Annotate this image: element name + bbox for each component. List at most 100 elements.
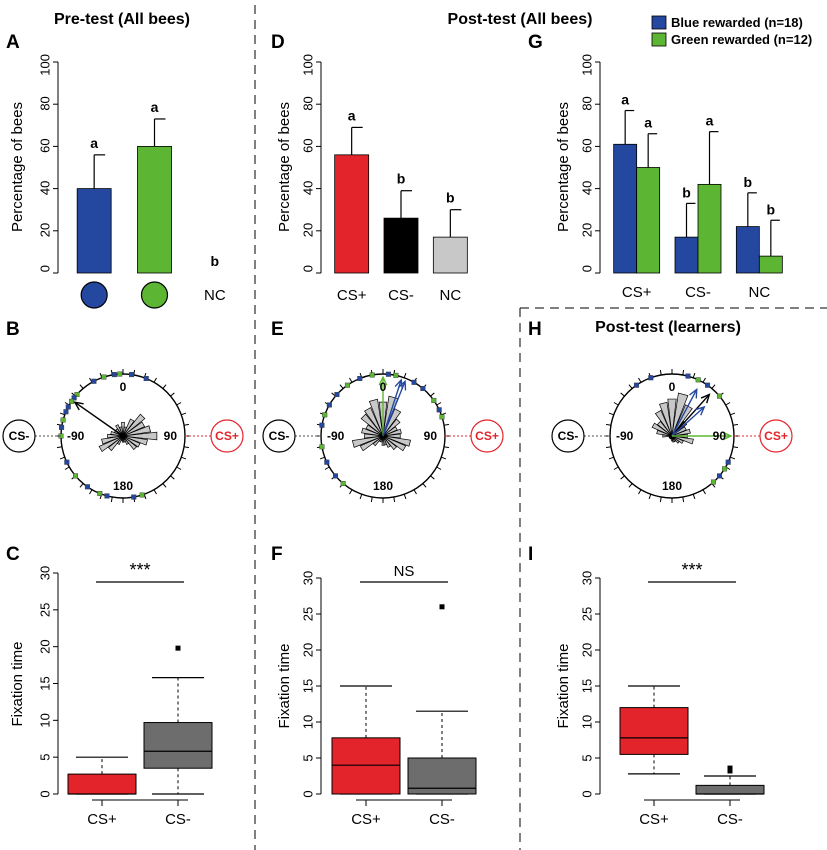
arrowhead-black xyxy=(700,393,711,404)
rose-tick xyxy=(682,496,685,503)
category-label: NC xyxy=(204,287,226,304)
significance-letter: b xyxy=(682,184,691,200)
significance-label: NS xyxy=(394,563,415,580)
y-tick-label: 10 xyxy=(300,715,315,729)
cs-minus-label: CS- xyxy=(558,429,579,443)
rose-tick xyxy=(430,475,435,480)
significance-letter: b xyxy=(211,253,220,269)
angle-label-90: 90 xyxy=(424,429,438,443)
rose-dot-green xyxy=(340,480,346,486)
rose-dot-green xyxy=(344,382,350,388)
rose-dot-blue xyxy=(334,392,340,398)
rose-dot-blue xyxy=(129,372,135,378)
arrowhead-green xyxy=(378,375,388,386)
rose-dot-blue xyxy=(685,373,691,379)
y-tick-label: 5 xyxy=(37,754,52,761)
rose-wedge xyxy=(667,398,677,437)
panel-label-d: D xyxy=(271,32,285,53)
rose-tick xyxy=(613,466,619,470)
rose-dot-green xyxy=(117,371,123,377)
rose-tick xyxy=(64,466,70,470)
significance-letter: a xyxy=(348,107,356,123)
y-axis-label: Fixation time xyxy=(555,643,572,728)
rose-dot-blue xyxy=(357,376,363,382)
rose-tick xyxy=(349,489,353,495)
panel-label-i: I xyxy=(528,544,533,565)
rose-tick xyxy=(181,412,187,416)
rose-dot-blue xyxy=(420,386,426,392)
cs-plus-marker xyxy=(759,419,793,453)
y-tick-label: 60 xyxy=(579,138,594,152)
rose-tick xyxy=(430,392,435,397)
y-tick-label: 5 xyxy=(579,754,594,761)
outlier-point xyxy=(439,604,445,610)
rose-tick xyxy=(319,456,325,460)
rose-tick xyxy=(162,483,167,488)
rose-tick xyxy=(638,377,642,383)
y-tick-label: 80 xyxy=(300,96,315,110)
rose-tick xyxy=(730,412,736,416)
rose-wedge xyxy=(122,425,152,437)
rose-tick xyxy=(732,423,739,426)
rose-tick xyxy=(176,402,182,406)
rose-wedge xyxy=(382,435,412,447)
rose-dot-green xyxy=(69,398,75,404)
y-tick-label: 30 xyxy=(300,571,315,585)
rose-dot-green xyxy=(431,397,437,403)
rose-dot-green xyxy=(101,374,107,380)
rose-dot-green xyxy=(319,444,325,450)
category-label: CS- xyxy=(165,811,191,828)
chart-a: 0 20 40 60 80 100 Percentage of bees a a b NC xyxy=(9,54,226,309)
cs-plus-marker xyxy=(210,419,244,453)
y-tick-label: 0 xyxy=(579,265,594,272)
rose-tick xyxy=(110,496,113,503)
rose-dot-green xyxy=(139,492,145,498)
y-tick-label: 60 xyxy=(37,138,52,152)
mean-vector-blue xyxy=(671,389,698,437)
rose-wedge xyxy=(101,435,124,445)
rose-wedge xyxy=(98,435,124,453)
y-tick-label: 30 xyxy=(579,571,594,585)
bar-green xyxy=(636,167,661,274)
rose-tick xyxy=(183,423,190,426)
y-tick-label: 10 xyxy=(579,715,594,729)
rose-tick xyxy=(403,372,407,378)
rose-tick xyxy=(605,423,612,426)
chart-i: 0 5 10 15 20 25 30 Fixation time CS+ CS- *** xyxy=(555,560,765,828)
y-axis-label: Fixation time xyxy=(276,643,293,728)
panel-label-e: E xyxy=(271,319,284,340)
rose-tick xyxy=(692,372,696,378)
rose-tick xyxy=(324,466,330,470)
rose-wedge xyxy=(651,422,673,437)
cs-plus-label: CS+ xyxy=(215,429,239,443)
rose-tick xyxy=(56,446,63,449)
blue-circle-icon xyxy=(80,281,108,309)
y-tick-label: 60 xyxy=(300,138,315,152)
y-tick-label: 0 xyxy=(37,790,52,797)
angle-label-0: 0 xyxy=(669,380,676,394)
rose-wedge xyxy=(671,404,693,437)
y-tick-label: 20 xyxy=(579,643,594,657)
header-post-learners: Post-test (learners) xyxy=(595,319,741,336)
bar-green-circle xyxy=(137,145,172,274)
significance-letter: b xyxy=(446,190,455,206)
angle-label-180: 180 xyxy=(373,479,393,493)
rose-wedge xyxy=(122,413,146,437)
rose-dot-blue xyxy=(131,494,137,500)
mean-vector-black xyxy=(671,394,710,437)
y-tick-label: 15 xyxy=(579,679,594,693)
rose-dot-blue xyxy=(59,424,65,430)
arrowhead-blue xyxy=(695,405,706,416)
rose-tick xyxy=(620,475,625,480)
significance-letter: a xyxy=(90,135,98,151)
rose-wedge xyxy=(382,435,407,452)
rose-dot-blue xyxy=(324,459,330,465)
category-label: CS- xyxy=(388,287,414,304)
angle-label-180: 180 xyxy=(662,479,682,493)
rose-tick xyxy=(711,384,716,389)
header-post-all: Post-test (All bees) xyxy=(448,11,593,28)
y-tick-label: 80 xyxy=(37,96,52,110)
legend-swatch-green xyxy=(651,32,667,47)
rose-tick xyxy=(370,496,373,503)
box-cs- xyxy=(143,722,213,769)
